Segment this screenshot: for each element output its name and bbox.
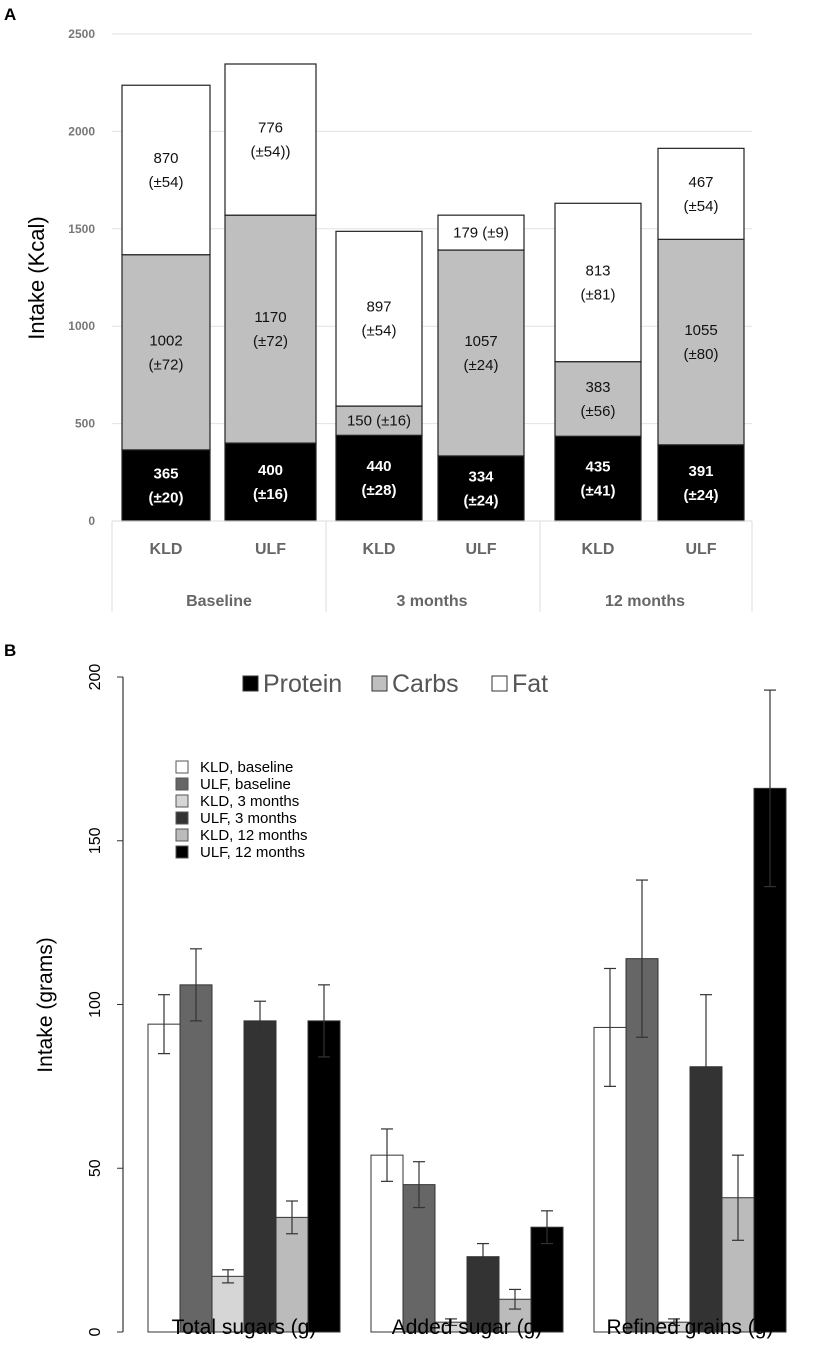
chart-b-grams: 0 50 100 150 200 Intake (grams) Protein Carbs Fa… — [34, 664, 787, 1339]
legend-swatch — [175, 760, 189, 774]
bar-segment-protein — [335, 434, 423, 522]
y-tick-label: 0 — [88, 514, 95, 528]
bar-segment-carbs — [437, 249, 525, 457]
chart-a-stacked-kcal: 0 500 1000 1500 2000 2500 Intake (Kcal) 365 (±20… — [24, 27, 753, 612]
y-tick-label: 500 — [75, 417, 95, 431]
panel-label-a: A — [4, 5, 16, 24]
y-tick-label: 2000 — [68, 124, 95, 138]
x-group-label: 12 months — [605, 593, 685, 610]
legend-label: ULF, baseline — [200, 776, 291, 793]
data-label: 150 (±16) — [347, 413, 411, 430]
y-tick-label: 50 — [87, 1159, 104, 1177]
y-tick-label: 2500 — [68, 27, 95, 41]
legend-swatch — [175, 794, 189, 808]
legend-label: ULF, 3 months — [200, 810, 297, 827]
x-category-label: ULF — [465, 541, 496, 558]
bar — [370, 1154, 404, 1333]
legend-label: KLD, baseline — [200, 759, 293, 776]
x-group-label: Baseline — [186, 593, 252, 610]
data-label: 400 (±16) — [253, 462, 288, 503]
data-label: 1057 (±24) — [464, 333, 499, 374]
x-category-label: KLD — [150, 541, 183, 558]
data-label: 1002 (±72) — [149, 332, 184, 373]
x-category-label: Added sugar (g) — [392, 1316, 543, 1339]
data-label: 776 (±54)) — [251, 120, 291, 161]
data-label: 813 (±81) — [581, 262, 616, 303]
bar-segment-protein — [224, 442, 317, 522]
bar-segment-carbs — [657, 238, 745, 446]
y-tick-label: 1000 — [68, 319, 95, 333]
y-tick-label: 1500 — [68, 222, 95, 236]
y-axis-label: Intake (grams) — [34, 937, 57, 1072]
data-label: 870 (±54) — [149, 150, 184, 191]
legend-swatch — [175, 811, 189, 825]
bar — [275, 1216, 309, 1333]
bar — [147, 1023, 181, 1333]
legend-label: KLD, 3 months — [200, 793, 299, 810]
bar — [402, 1184, 436, 1333]
y-tick-label: 0 — [87, 1327, 104, 1336]
data-label: 1055 (±80) — [684, 322, 719, 363]
panel-label-b: B — [4, 641, 16, 660]
data-label: 440 (±28) — [362, 458, 397, 499]
legend-label: Protein — [263, 670, 342, 698]
data-label: 391 (±24) — [684, 463, 719, 504]
bar-segment-carbs — [554, 361, 642, 437]
legend-swatch — [175, 777, 189, 791]
legend-label: ULF, 12 months — [200, 844, 305, 861]
x-category-label: KLD — [363, 541, 396, 558]
legend-swatch-carbs — [371, 675, 388, 692]
bar-segment-protein — [657, 444, 745, 522]
legend-swatch-protein — [242, 675, 259, 692]
legend-swatch-fat — [491, 675, 508, 692]
data-label: 1170 (±72) — [253, 309, 288, 350]
bar-segment-fat — [121, 84, 211, 256]
data-label: 897 (±54) — [362, 299, 397, 340]
bar — [593, 1026, 627, 1333]
bar-segment-carbs — [121, 254, 211, 451]
y-axis-label: Intake (Kcal) — [24, 216, 49, 340]
x-category-label: Total sugars (g) — [172, 1316, 317, 1339]
bar-segment-fat — [437, 214, 525, 251]
data-label: 467 (±54) — [684, 174, 719, 215]
bar — [307, 1020, 341, 1333]
data-label: 179 (±9) — [453, 225, 509, 242]
bar-segment-fat — [554, 202, 642, 363]
x-category-label: Refined grains (g) — [607, 1316, 774, 1339]
y-tick-label: 200 — [87, 664, 104, 691]
data-label: 334 (±24) — [464, 468, 499, 509]
data-label: 383 (±56) — [581, 379, 616, 420]
bar-segment-protein — [121, 449, 211, 522]
bar — [243, 1020, 277, 1333]
y-tick-label: 150 — [87, 827, 104, 854]
bar-segment-fat — [657, 147, 745, 240]
legend-label: Fat — [512, 670, 548, 698]
legend-label: Carbs — [392, 670, 459, 698]
x-category-label: ULF — [255, 541, 286, 558]
bar-segment-protein — [437, 455, 525, 522]
bar-segment-fat — [224, 63, 317, 216]
legend-swatch — [175, 845, 189, 859]
bar-segment-protein — [554, 435, 642, 522]
x-category-label: KLD — [582, 541, 615, 558]
bar — [179, 984, 213, 1333]
x-category-label: ULF — [685, 541, 716, 558]
legend-label: KLD, 12 months — [200, 827, 308, 844]
x-group-label: 3 months — [396, 593, 467, 610]
data-label: 435 (±41) — [581, 459, 616, 500]
data-label: 365 (±20) — [149, 465, 184, 506]
bar-segment-carbs — [335, 405, 423, 436]
bar-segment-carbs — [224, 214, 317, 444]
legend-swatch — [175, 828, 189, 842]
bar-segment-fat — [335, 230, 423, 407]
y-tick-label: 100 — [87, 991, 104, 1018]
bar — [530, 1226, 564, 1333]
